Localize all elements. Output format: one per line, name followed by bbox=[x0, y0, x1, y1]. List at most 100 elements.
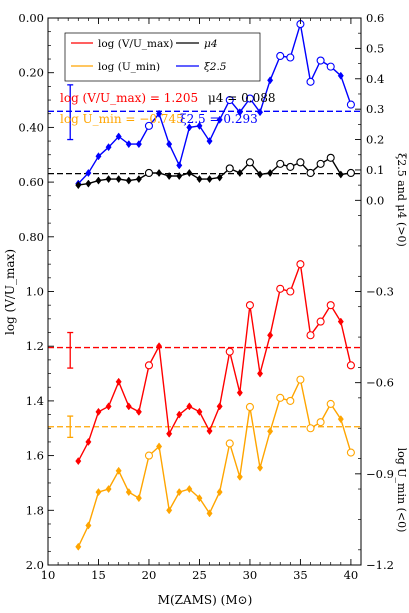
x-tick-label-5: 35 bbox=[293, 568, 308, 582]
series-0-point-2 bbox=[95, 152, 102, 161]
y-left-tick-label-4: 0.80 bbox=[18, 230, 44, 244]
series-1-point-10 bbox=[176, 172, 183, 181]
series-0-point-17 bbox=[245, 94, 254, 103]
series-3-point-15 bbox=[225, 439, 234, 448]
series-0-point-6 bbox=[135, 140, 142, 149]
series-3-point-1 bbox=[85, 521, 92, 530]
series-line-2 bbox=[77, 263, 352, 462]
series-1-point-8 bbox=[156, 168, 163, 177]
y-right-tick-label-10: −1.2 bbox=[366, 558, 394, 572]
series-1-point-17 bbox=[245, 158, 254, 167]
series-2-point-8 bbox=[156, 342, 163, 351]
series-0-point-27 bbox=[346, 100, 355, 109]
series-2-point-4 bbox=[115, 377, 122, 386]
x-axis-label: M(ZAMS) (M⊙) bbox=[158, 593, 253, 607]
series-0-point-18 bbox=[257, 108, 264, 117]
series-3-point-18 bbox=[257, 463, 264, 472]
y-left-tick-label-7: 1.4 bbox=[26, 394, 44, 408]
series-3-point-23 bbox=[306, 424, 315, 433]
series-0-point-13 bbox=[206, 137, 213, 146]
series-1-point-14 bbox=[216, 173, 223, 182]
series-2-point-27 bbox=[346, 361, 355, 370]
series-1-point-19 bbox=[267, 168, 274, 177]
series-3-point-8 bbox=[156, 442, 163, 451]
series-0-point-5 bbox=[125, 140, 132, 149]
series-0-point-10 bbox=[176, 161, 183, 170]
series-3-point-10 bbox=[176, 488, 183, 497]
x-tick-label-0: 10 bbox=[41, 568, 56, 582]
series-0-point-20 bbox=[276, 51, 285, 61]
series-1-point-3 bbox=[105, 175, 112, 184]
series-1-point-7 bbox=[144, 168, 154, 178]
series-3-point-21 bbox=[286, 396, 295, 405]
series-0-point-15 bbox=[225, 96, 234, 105]
y-right-tick-label-9: −0.9 bbox=[366, 467, 394, 481]
series-2-point-14 bbox=[216, 402, 223, 411]
series-2-point-13 bbox=[206, 426, 213, 436]
y-axis-right-bottom-label: log U_min (<0) bbox=[395, 448, 408, 533]
series-2-point-6 bbox=[135, 407, 142, 416]
x-tick-label-1: 15 bbox=[91, 568, 106, 582]
x-tick-label-4: 30 bbox=[243, 568, 258, 582]
series-0-point-4 bbox=[115, 132, 122, 141]
series-3-point-6 bbox=[135, 494, 142, 503]
series-1-point-11 bbox=[186, 168, 193, 177]
series-3-point-14 bbox=[216, 488, 223, 497]
series-3-point-2 bbox=[95, 488, 102, 497]
annotation-red: log (V/U_max) = 1.205 bbox=[60, 91, 198, 105]
series-0-point-24 bbox=[316, 56, 325, 65]
series-1-point-5 bbox=[125, 176, 132, 185]
series-0-point-7 bbox=[144, 121, 154, 130]
x-tick-label-2: 20 bbox=[142, 568, 157, 582]
series-1-point-24 bbox=[316, 159, 325, 168]
series-1-point-16 bbox=[236, 168, 243, 177]
series-3-point-20 bbox=[276, 393, 285, 402]
series-2-point-17 bbox=[245, 301, 254, 310]
series-2-point-2 bbox=[95, 407, 102, 416]
x-tick-label-3: 25 bbox=[192, 568, 207, 582]
series-3-point-4 bbox=[115, 466, 122, 475]
series-2-point-10 bbox=[176, 410, 183, 419]
series-3-point-0 bbox=[75, 542, 82, 551]
series-2-point-7 bbox=[144, 361, 154, 370]
series-2-point-9 bbox=[166, 429, 173, 438]
series-3-point-13 bbox=[206, 509, 213, 518]
series-3-point-19 bbox=[267, 427, 274, 436]
series-3-point-24 bbox=[316, 418, 325, 427]
series-1-point-25 bbox=[326, 153, 335, 162]
y-left-tick-label-9: 1.8 bbox=[26, 503, 44, 517]
series-0-point-8 bbox=[156, 109, 163, 118]
y-right-tick-label-5: 0.1 bbox=[366, 163, 384, 177]
series-2-point-26 bbox=[337, 317, 344, 326]
series-0-point-11 bbox=[186, 123, 193, 132]
annotation-black: μ4 = 0.088 bbox=[208, 91, 275, 105]
series-0-point-21 bbox=[286, 53, 295, 62]
series-3-point-5 bbox=[125, 488, 132, 497]
series-0-point-25 bbox=[326, 62, 335, 71]
series-0-point-16 bbox=[236, 108, 243, 117]
series-3-point-16 bbox=[236, 472, 243, 481]
series-1-point-26 bbox=[337, 170, 344, 179]
legend-label-red: log (V/U_max) bbox=[98, 38, 173, 50]
series-3-point-22 bbox=[296, 375, 305, 384]
axes: 10 15 20 25 30 35 40 0.00 0.20 0.40 0.60 0.80 1.0 1.2… bbox=[18, 11, 394, 582]
series-1-point-1 bbox=[85, 179, 92, 188]
y-right-tick-label-1: 0.5 bbox=[366, 41, 384, 55]
series-1-point-27 bbox=[346, 168, 355, 178]
series-1-point-4 bbox=[115, 175, 122, 184]
series-0-point-3 bbox=[105, 143, 112, 152]
series-2-point-5 bbox=[125, 402, 132, 411]
annotation-blue: ξ2.5 = 0.293 bbox=[180, 112, 258, 126]
series-2-point-3 bbox=[105, 402, 112, 411]
y-left-tick-label-3: 0.60 bbox=[18, 175, 44, 189]
series-1-point-13 bbox=[206, 175, 213, 184]
series-1-point-22 bbox=[296, 158, 305, 167]
series-0-point-19 bbox=[267, 76, 274, 85]
plot-content bbox=[48, 20, 361, 551]
legend-label-orange: log (U_min) bbox=[98, 61, 160, 73]
series-3-point-25 bbox=[326, 399, 335, 408]
series-line-1 bbox=[78, 156, 352, 186]
y-right-tick-label-8: −0.6 bbox=[366, 376, 394, 390]
y-right-tick-label-4: 0.2 bbox=[366, 133, 384, 147]
